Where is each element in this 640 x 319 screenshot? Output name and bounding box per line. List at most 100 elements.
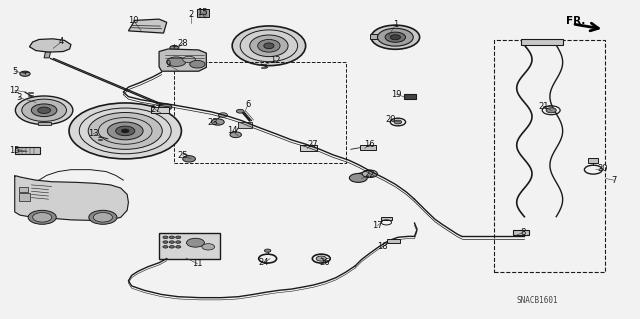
Bar [387,239,400,243]
Text: 7: 7 [611,176,616,185]
Text: 20: 20 [597,164,607,173]
Circle shape [218,113,227,117]
Ellipse shape [264,43,274,49]
Text: 6: 6 [245,100,250,109]
Circle shape [264,249,271,252]
Text: 19: 19 [392,90,402,99]
Circle shape [236,109,244,113]
Text: FR.: FR. [566,16,585,26]
Text: 18: 18 [377,242,388,251]
Text: 24: 24 [259,258,269,267]
Bar [404,94,416,99]
Text: SNACB1601: SNACB1601 [516,296,558,305]
Circle shape [116,126,135,136]
Text: 1: 1 [393,20,398,29]
Circle shape [316,256,326,261]
Circle shape [69,103,181,159]
Text: 8: 8 [520,228,526,237]
Circle shape [170,236,174,239]
Circle shape [390,35,401,40]
Text: 17: 17 [372,221,383,230]
Circle shape [170,46,179,50]
Ellipse shape [232,26,306,66]
Text: 12: 12 [10,86,20,95]
Circle shape [163,236,168,239]
Bar [174,62,346,163]
Bar [151,107,169,114]
Bar [513,230,529,235]
Circle shape [31,104,57,117]
Bar [300,145,317,151]
Polygon shape [29,39,71,52]
Text: dust: dust [17,149,26,153]
Text: 23: 23 [207,117,218,127]
Circle shape [175,246,180,248]
Bar [588,158,598,163]
Circle shape [167,57,186,66]
Text: 4: 4 [59,38,64,47]
Bar [19,194,30,201]
Circle shape [394,120,402,124]
Text: 5: 5 [12,67,17,76]
Text: 10: 10 [128,16,139,25]
Circle shape [88,113,163,149]
Circle shape [15,96,73,124]
Circle shape [349,174,367,182]
Circle shape [385,32,406,42]
Text: 9: 9 [165,60,171,69]
Circle shape [182,156,195,162]
Circle shape [38,107,51,114]
Circle shape [28,210,56,224]
Text: 15: 15 [196,8,207,17]
Circle shape [170,241,174,243]
Bar [360,145,376,150]
Circle shape [20,71,30,76]
Polygon shape [129,19,167,33]
Text: 26: 26 [320,258,330,267]
Bar [381,217,392,220]
Bar [238,122,252,128]
Circle shape [362,170,378,178]
Bar [370,34,381,40]
Text: 27: 27 [307,140,317,149]
Circle shape [211,119,224,125]
Circle shape [33,212,52,222]
Circle shape [175,236,180,239]
Circle shape [159,104,172,110]
Circle shape [89,210,117,224]
Text: 28: 28 [177,39,188,48]
Circle shape [122,129,129,133]
Circle shape [163,241,168,243]
Circle shape [371,25,420,49]
Circle shape [170,246,174,248]
Text: 20: 20 [385,115,396,124]
Polygon shape [159,49,206,71]
Circle shape [202,244,214,250]
Text: 14: 14 [227,126,237,135]
Bar [38,122,51,125]
Circle shape [182,56,195,63]
Text: 21: 21 [538,102,548,111]
Text: 27: 27 [150,105,161,114]
Text: 25: 25 [177,151,188,160]
Circle shape [230,132,241,137]
Polygon shape [44,52,51,58]
Circle shape [163,246,168,248]
Circle shape [189,60,205,68]
Text: 2: 2 [188,11,194,19]
Text: 12: 12 [270,56,280,65]
Circle shape [378,28,413,46]
Text: 15: 15 [10,146,20,155]
Bar [493,40,605,272]
Bar [197,9,209,17]
Circle shape [22,99,67,122]
Text: 16: 16 [365,140,375,149]
Circle shape [186,238,204,247]
Circle shape [108,122,143,140]
Ellipse shape [258,40,280,52]
Bar [159,233,220,259]
Text: 22: 22 [365,170,375,179]
Bar [521,39,563,45]
Bar [19,187,28,192]
Polygon shape [15,176,129,220]
